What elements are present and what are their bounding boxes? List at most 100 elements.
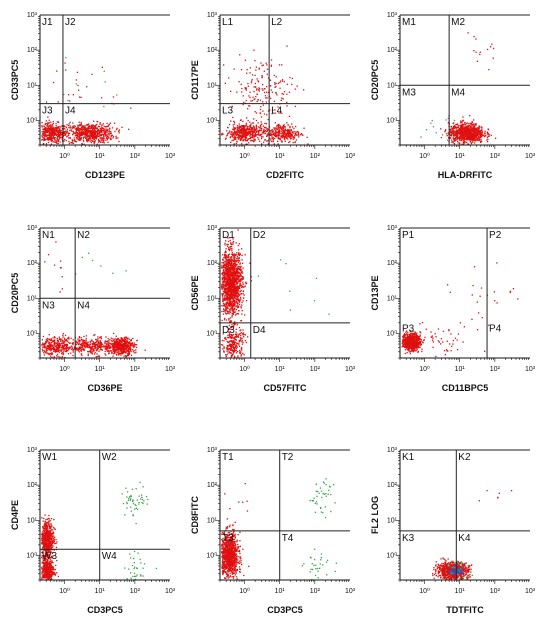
event-dot <box>239 254 241 256</box>
event-dot <box>103 70 105 72</box>
event-dot <box>126 343 128 345</box>
event-dot <box>86 140 88 142</box>
event-dot <box>82 347 84 349</box>
event-dot <box>92 140 94 142</box>
event-dot <box>240 83 242 85</box>
event-dot <box>41 348 43 350</box>
event-dot <box>278 137 281 140</box>
event-dot <box>47 128 49 130</box>
event-dot <box>58 351 60 353</box>
event-dot <box>258 87 260 89</box>
event-dot <box>58 138 60 140</box>
event-dot <box>242 300 244 302</box>
event-dot <box>285 137 288 139</box>
event-dot <box>107 128 109 131</box>
event-dot <box>232 238 234 240</box>
event-dot <box>51 130 53 132</box>
event-dot <box>62 351 64 353</box>
event-dot <box>295 125 297 128</box>
event-dot <box>273 143 275 145</box>
event-dot <box>257 89 260 91</box>
event-dot <box>482 131 484 133</box>
event-dot <box>459 124 461 127</box>
event-dot <box>307 143 309 145</box>
event-dot <box>231 248 233 250</box>
event-dot <box>56 142 58 144</box>
event-dot <box>470 131 472 134</box>
event-dot <box>240 265 242 267</box>
event-dot <box>455 135 458 137</box>
event-dot <box>286 101 288 103</box>
event-dot <box>473 131 475 133</box>
event-dot <box>126 349 128 351</box>
event-dot <box>109 138 112 141</box>
event-dot <box>225 255 228 257</box>
event-dot <box>474 133 476 135</box>
event-dot <box>123 344 125 346</box>
event-dot <box>458 131 460 134</box>
event-dot <box>257 98 259 101</box>
event-dot <box>480 134 482 137</box>
event-dot <box>87 139 89 141</box>
event-dot <box>72 349 75 351</box>
event-dot <box>65 347 68 349</box>
event-dot <box>238 286 240 289</box>
event-dot <box>48 338 50 340</box>
event-dot <box>117 352 119 354</box>
event-dot <box>50 349 52 351</box>
event-dot <box>96 127 98 129</box>
event-dot <box>456 126 458 128</box>
event-dot <box>463 142 465 144</box>
event-dot <box>59 338 61 340</box>
event-dot <box>281 97 283 99</box>
event-dot <box>239 119 242 121</box>
event-dot <box>63 350 65 352</box>
event-dot <box>56 341 58 343</box>
event-dot <box>470 142 473 145</box>
event-dot <box>69 346 71 348</box>
event-dot <box>454 140 456 142</box>
event-dot <box>257 131 260 133</box>
event-dot <box>55 141 58 143</box>
event-dot <box>44 134 46 137</box>
event-dot <box>239 131 241 133</box>
event-dot <box>59 141 61 143</box>
event-dot <box>123 346 125 348</box>
event-dot <box>488 133 490 136</box>
event-dot <box>64 128 66 130</box>
event-dot <box>60 130 62 132</box>
event-dot <box>479 136 481 138</box>
event-dot <box>50 342 52 344</box>
event-dot <box>83 143 85 145</box>
event-dot <box>132 337 134 340</box>
event-dots-N <box>41 241 146 359</box>
event-dot <box>87 131 89 133</box>
event-dot <box>41 121 43 124</box>
event-dot <box>71 342 73 344</box>
event-dot <box>233 134 235 136</box>
event-dot <box>470 141 472 143</box>
event-dot <box>279 87 281 89</box>
event-dot <box>456 133 458 135</box>
event-dot <box>125 345 127 347</box>
event-dot <box>223 309 225 311</box>
event-dot <box>99 346 102 349</box>
quadrant-label: N2 <box>77 230 90 241</box>
event-dot <box>280 127 282 129</box>
event-dot <box>466 135 468 137</box>
event-dot <box>240 280 242 282</box>
event-dot <box>112 344 115 346</box>
event-dot <box>116 127 118 129</box>
y-axis-title: CD117PE <box>190 60 200 100</box>
event-dot <box>109 122 111 124</box>
event-dot <box>105 134 107 136</box>
event-dot <box>228 248 230 250</box>
event-dot <box>236 254 238 256</box>
event-dot <box>277 132 279 135</box>
event-dot <box>459 139 461 141</box>
event-dot <box>458 129 460 131</box>
quadrant-gates-M <box>400 14 530 145</box>
event-dot <box>113 349 116 351</box>
event-dot <box>78 134 80 137</box>
event-dot <box>58 346 60 349</box>
